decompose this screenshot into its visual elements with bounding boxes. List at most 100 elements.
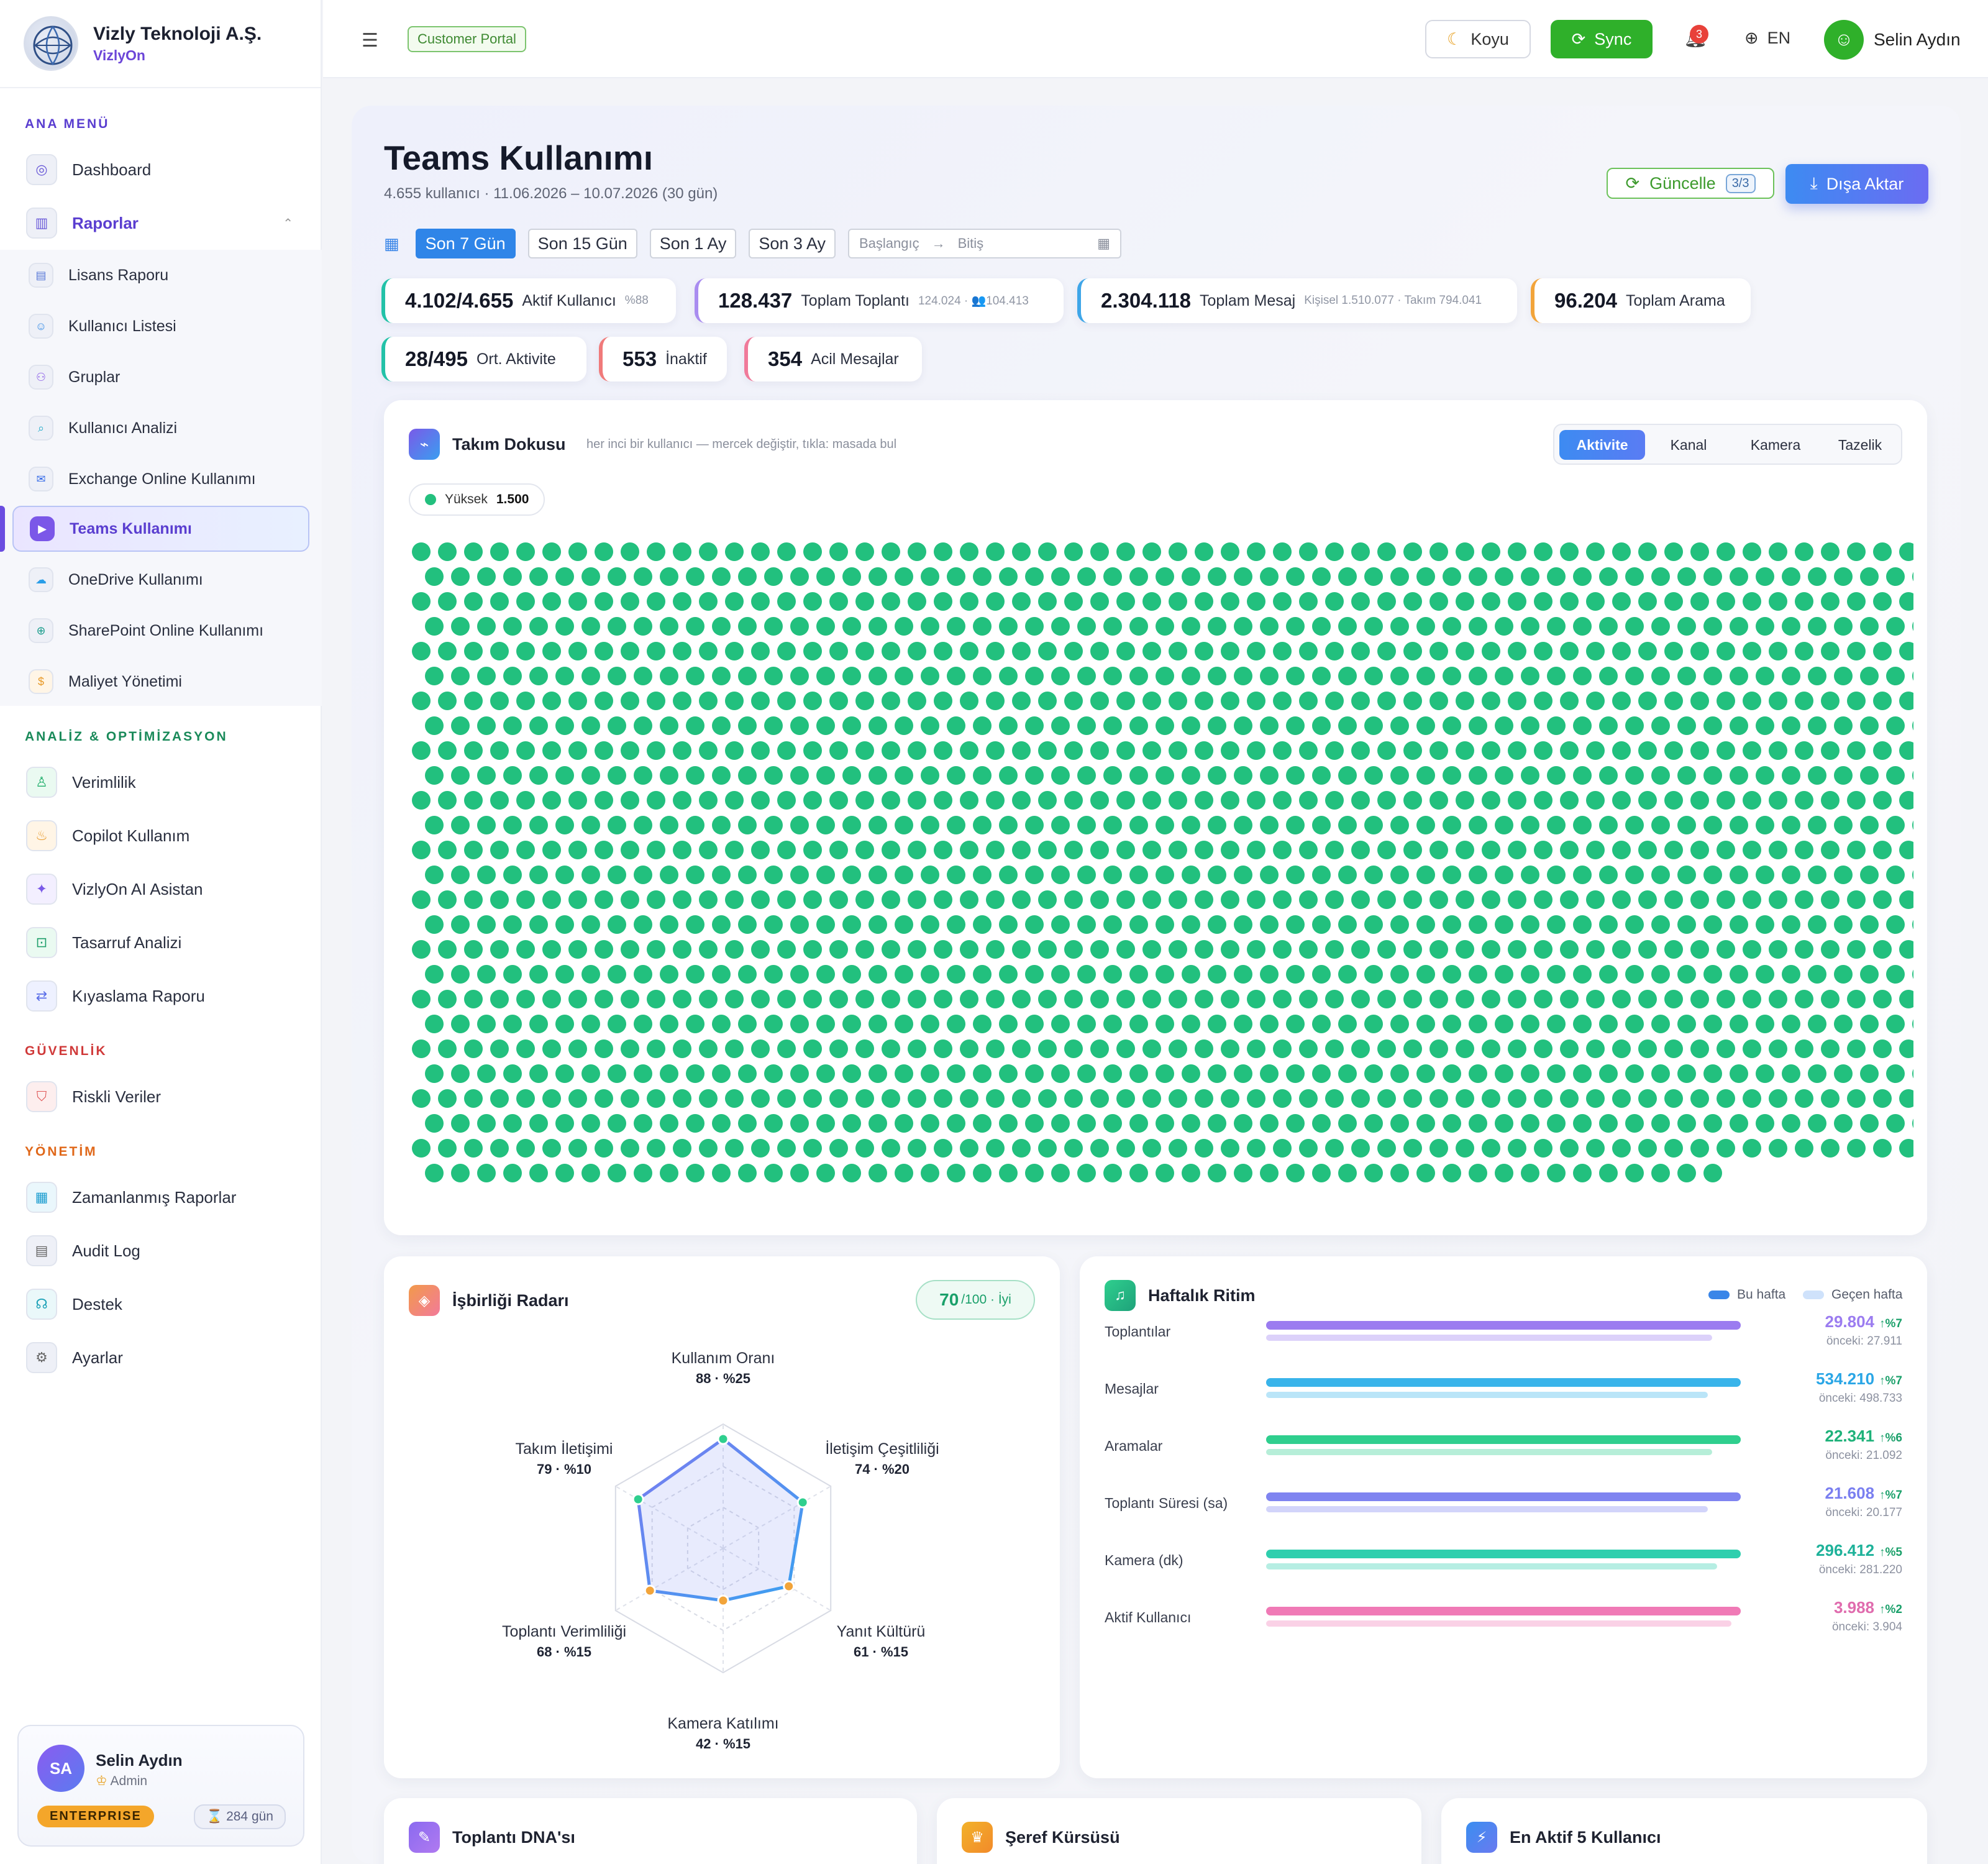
user-dot[interactable] — [1247, 990, 1265, 1008]
user-dot[interactable] — [777, 890, 796, 909]
user-dot[interactable] — [790, 866, 809, 884]
user-dot[interactable] — [1769, 791, 1787, 810]
user-dot[interactable] — [425, 667, 444, 685]
user-dot[interactable] — [1743, 1139, 1761, 1158]
user-dot[interactable] — [621, 841, 639, 859]
user-dot[interactable] — [1377, 1139, 1396, 1158]
user-dot[interactable] — [1273, 890, 1292, 909]
user-dot[interactable] — [777, 1139, 796, 1158]
user-dot[interactable] — [438, 542, 457, 561]
user-dot[interactable] — [1612, 542, 1631, 561]
user-dot[interactable] — [921, 965, 939, 984]
user-dot[interactable] — [1677, 667, 1696, 685]
user-dot[interactable] — [1299, 841, 1318, 859]
user-dot[interactable] — [1364, 866, 1383, 884]
fabric-legend[interactable]: Yüksek 1.500 — [409, 483, 545, 516]
user-dot[interactable] — [1612, 1139, 1631, 1158]
user-dot[interactable] — [1795, 791, 1813, 810]
user-dot[interactable] — [1664, 1039, 1683, 1058]
user-dot[interactable] — [1129, 667, 1148, 685]
user-dot[interactable] — [751, 791, 770, 810]
user-dot[interactable] — [1103, 716, 1122, 735]
user-dot[interactable] — [882, 841, 900, 859]
user-dot[interactable] — [1651, 617, 1670, 636]
user-dot[interactable] — [1103, 816, 1122, 834]
user-dot[interactable] — [777, 940, 796, 959]
user-dot[interactable] — [738, 866, 757, 884]
user-dot[interactable] — [647, 841, 665, 859]
user-dot[interactable] — [1586, 890, 1605, 909]
user-dot[interactable] — [425, 1015, 444, 1033]
user-dot[interactable] — [503, 1064, 522, 1083]
sidebar-item-sharepoint[interactable]: ⊕ SharePoint Online Kullanımı — [12, 608, 309, 654]
user-dot[interactable] — [1912, 1114, 1913, 1133]
user-dot[interactable] — [751, 642, 770, 660]
user-dot[interactable] — [1403, 542, 1422, 561]
user-dot[interactable] — [660, 1064, 678, 1083]
user-dot[interactable] — [1351, 1039, 1370, 1058]
user-dot[interactable] — [1429, 542, 1448, 561]
user-dot[interactable] — [1834, 816, 1853, 834]
user-dot[interactable] — [634, 866, 652, 884]
user-dot[interactable] — [503, 915, 522, 934]
user-dot[interactable] — [1547, 716, 1566, 735]
user-dot[interactable] — [1664, 940, 1683, 959]
user-dot[interactable] — [882, 940, 900, 959]
user-dot[interactable] — [1508, 592, 1526, 611]
user-dot[interactable] — [568, 990, 587, 1008]
user-dot[interactable] — [1338, 667, 1357, 685]
user-dot[interactable] — [777, 990, 796, 1008]
user-dot[interactable] — [634, 766, 652, 785]
user-dot[interactable] — [1090, 940, 1109, 959]
user-dot[interactable] — [1064, 642, 1083, 660]
user-dot[interactable] — [934, 1089, 952, 1108]
user-dot[interactable] — [1860, 617, 1879, 636]
user-dot[interactable] — [608, 667, 626, 685]
user-dot[interactable] — [1847, 542, 1866, 561]
user-dot[interactable] — [1129, 1164, 1148, 1182]
user-dot[interactable] — [1508, 990, 1526, 1008]
user-dot[interactable] — [973, 915, 992, 934]
user-dot[interactable] — [1743, 592, 1761, 611]
user-dot[interactable] — [1377, 1089, 1396, 1108]
user-dot[interactable] — [1808, 667, 1826, 685]
user-dot[interactable] — [1573, 1015, 1592, 1033]
user-dot[interactable] — [686, 617, 704, 636]
user-dot[interactable] — [1103, 1114, 1122, 1133]
user-dot[interactable] — [1142, 890, 1161, 909]
user-dot[interactable] — [725, 890, 744, 909]
user-dot[interactable] — [1090, 741, 1109, 760]
user-dot[interactable] — [1195, 692, 1213, 710]
user-dot[interactable] — [1038, 791, 1057, 810]
user-dot[interactable] — [542, 841, 561, 859]
sidebar-user-card[interactable]: SA Selin Aydın ♔ Admin ENTERPRISE ⌛ 284 … — [17, 1725, 304, 1847]
user-dot[interactable] — [438, 642, 457, 660]
radar-point[interactable] — [717, 1594, 729, 1607]
user-dot[interactable] — [1390, 816, 1409, 834]
user-dot[interactable] — [1286, 766, 1305, 785]
sidebar-item-benchmark[interactable]: ⇄ Kıyaslama Raporu — [12, 973, 309, 1019]
user-dot[interactable] — [1482, 692, 1500, 710]
user-dot[interactable] — [425, 716, 444, 735]
user-dot[interactable] — [595, 890, 613, 909]
user-dot[interactable] — [1390, 1015, 1409, 1033]
user-dot[interactable] — [764, 1114, 783, 1133]
user-dot[interactable] — [660, 617, 678, 636]
user-dot[interactable] — [803, 692, 822, 710]
user-dot[interactable] — [686, 1164, 704, 1182]
user-dot[interactable] — [1116, 592, 1135, 611]
user-dot[interactable] — [490, 1039, 509, 1058]
user-dot[interactable] — [1573, 965, 1592, 984]
user-dot[interactable] — [673, 692, 691, 710]
user-dot[interactable] — [1338, 1064, 1357, 1083]
user-dot[interactable] — [660, 915, 678, 934]
user-dot[interactable] — [921, 567, 939, 586]
user-dot[interactable] — [451, 965, 470, 984]
user-dot[interactable] — [1808, 617, 1826, 636]
user-dot[interactable] — [1456, 592, 1474, 611]
user-dot[interactable] — [1743, 890, 1761, 909]
user-dot[interactable] — [608, 617, 626, 636]
user-dot[interactable] — [1416, 567, 1435, 586]
user-dot[interactable] — [1638, 791, 1657, 810]
user-dot[interactable] — [947, 866, 965, 884]
